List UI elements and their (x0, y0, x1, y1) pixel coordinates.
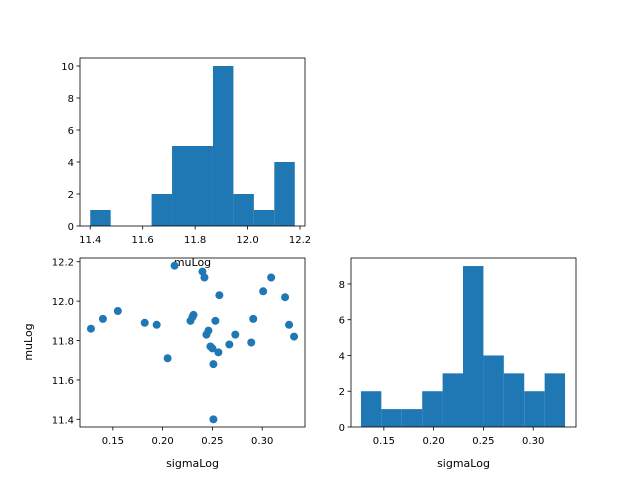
scatter-point (259, 287, 268, 296)
scatter-xlabel: sigmaLog (166, 457, 219, 470)
scatter-point (204, 326, 213, 335)
scatter-point (189, 310, 198, 319)
scatter-point (209, 415, 218, 424)
mulog-histogram-bar (253, 210, 275, 226)
sigmalog-histogram-xtick-label: 0.25 (472, 436, 494, 447)
sigmalog-histogram-xtick-label: 0.20 (422, 436, 444, 447)
scatter-point (200, 273, 209, 282)
sigmalog-histogram-bar (422, 391, 443, 427)
scatter-point (267, 273, 276, 282)
scatter-xtick-label: 0.20 (151, 436, 173, 447)
scatter-point (211, 316, 220, 325)
mulog-histogram-panel: 11.4 11.6 11.8 12.0 12.2 0 2 4 6 8 10 muLog (61, 57, 311, 269)
mulog-histogram-frame (79, 57, 306, 227)
scatter-point (170, 261, 179, 270)
scatter-point (208, 344, 217, 353)
mulog-histogram-ytick-label: 4 (68, 158, 74, 169)
mulog-histogram-ytick-label: 8 (68, 94, 74, 105)
scatter-ytick-label: 11.4 (52, 415, 74, 426)
scatter-point (285, 320, 294, 329)
scatter-point (281, 293, 290, 302)
sigmalog-histogram-bar (544, 373, 566, 427)
mulog-histogram-bar (192, 146, 213, 226)
mulog-histogram-ytick-label: 0 (68, 222, 74, 233)
mulog-histogram-ytick-label: 10 (61, 62, 74, 73)
scatter-point (152, 320, 161, 329)
sigmalog-histogram-bar (442, 373, 464, 427)
sigmalog-histogram-ytick-label: 4 (339, 351, 345, 362)
scatter-ylabel: muLog (22, 323, 35, 360)
mulog-histogram-bar (212, 66, 234, 226)
scatter-point (98, 314, 107, 323)
mulog-histogram-ytick-label: 6 (68, 126, 74, 137)
scatter-point (140, 318, 149, 327)
scatter-ytick-label: 12.2 (52, 258, 74, 269)
scatter-xtick-label: 0.15 (102, 436, 124, 447)
mulog-histogram-xtick-label: 11.8 (184, 235, 206, 246)
sigmalog-histogram-bar (524, 391, 545, 427)
mulog-histogram-bar (151, 194, 173, 226)
sigmalog-histogram-bar (381, 409, 402, 427)
sigmalog-histogram-ytick-label: 8 (339, 280, 345, 291)
sigmalog-histogram-bar (483, 355, 504, 427)
scatter-point (209, 360, 218, 369)
mulog-histogram-xtick-label: 11.6 (132, 235, 154, 246)
mulog-histogram-bar (90, 210, 111, 226)
mulog-histogram-ytick-label: 2 (68, 190, 74, 201)
sigmalog-histogram-bar (463, 266, 484, 427)
mulog-histogram-xtick-label: 12.2 (289, 235, 311, 246)
mulog-histogram-bar (274, 162, 295, 226)
sigmalog-histogram-xtick-label: 0.15 (373, 436, 395, 447)
mulog-histogram-bar (233, 194, 254, 226)
sigmalog-histogram-xtick-label: 0.30 (522, 436, 544, 447)
mulog-histogram-xlabel: muLog (174, 256, 211, 269)
scatter-point (247, 338, 256, 347)
scatter-point (215, 291, 224, 300)
sigmalog-histogram-panel: 0.15 0.20 0.25 0.30 0 2 4 6 8 sigmaLog (339, 257, 577, 470)
mulog-histogram-xtick-label: 12.0 (236, 235, 258, 246)
scatter-point (290, 332, 299, 341)
scatter-point (249, 314, 258, 323)
sigmalog-histogram-bar (503, 373, 525, 427)
sigmalog-histogram-ytick-label: 2 (339, 387, 345, 398)
mulog-histogram-xtick-label: 11.4 (79, 235, 101, 246)
scatter-xtick-label: 0.30 (251, 436, 273, 447)
scatter-panel: 0.15 0.20 0.25 0.30 11.4 11.6 11.8 12.0 12.2 si… (22, 257, 306, 470)
scatter-point (231, 330, 240, 339)
scatter-ytick-label: 11.8 (52, 337, 74, 348)
sigmalog-histogram-frame (350, 257, 577, 428)
sigmalog-histogram-xlabel: sigmaLog (437, 457, 490, 470)
scatter-point (214, 348, 223, 357)
scatter-point (113, 306, 122, 315)
sigmalog-histogram-bar (401, 409, 423, 427)
sigmalog-histogram-ytick-label: 0 (339, 423, 345, 434)
sigmalog-histogram-ytick-label: 6 (339, 316, 345, 327)
scatter-point (163, 354, 172, 363)
scatter-frame (79, 257, 306, 428)
scatter-xtick-label: 0.25 (201, 436, 223, 447)
scatter-ytick-label: 11.6 (52, 376, 74, 387)
scatter-point (225, 340, 234, 349)
sigmalog-histogram-bar (360, 391, 382, 427)
mulog-histogram-bar (172, 146, 193, 226)
scatter-point (86, 324, 95, 333)
scatter-ytick-label: 12.0 (52, 297, 74, 308)
